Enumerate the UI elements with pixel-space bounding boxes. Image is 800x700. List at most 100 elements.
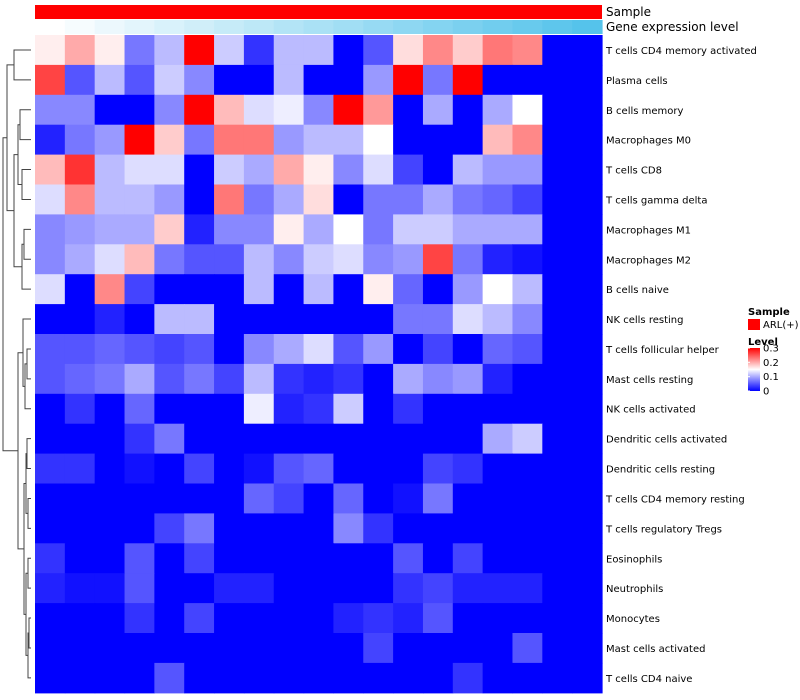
heatmap-cell [243, 214, 275, 245]
heatmap-cell [124, 363, 155, 395]
level-tick-label: 0.3 [763, 344, 779, 355]
heatmap-cell [94, 244, 126, 275]
heatmap-cell [542, 363, 573, 395]
heatmap-cell [512, 423, 543, 455]
heatmap-cell [94, 662, 126, 694]
heatmap-cell [333, 513, 364, 544]
heatmap-cell [542, 35, 573, 66]
heatmap-cell [64, 124, 96, 156]
heatmap-cell [572, 124, 603, 156]
heatmap-cell [482, 94, 514, 126]
heatmap-cell [303, 124, 335, 156]
heatmap-cell [214, 513, 245, 544]
heatmap-cell [243, 423, 275, 455]
row-label: Eosinophils [606, 554, 662, 565]
row-label: Mast cells resting [606, 375, 693, 386]
heatmap-cell [184, 274, 215, 305]
heatmap-cell [214, 543, 245, 574]
heatmap-cell [542, 304, 573, 335]
heatmap-cell [422, 633, 454, 664]
heatmap-cell [393, 662, 424, 694]
row-dendrogram [2, 49, 31, 679]
dendrogram-branch [24, 363, 31, 410]
heatmap-cell [482, 423, 514, 455]
heatmap-cell [154, 543, 185, 574]
dendrogram-branch [13, 49, 31, 81]
heatmap-cell [273, 633, 305, 664]
heatmap-cell [482, 244, 514, 275]
heatmap-cell [94, 363, 126, 395]
heatmap-cell [422, 244, 454, 275]
heatmap-cell [243, 662, 275, 694]
heatmap-cell [243, 94, 275, 126]
expression-level-cell [333, 20, 364, 34]
dendrogram-branch [23, 228, 31, 260]
row-labels: T cells CD4 memory activated Plasma cells… [605, 46, 757, 685]
heatmap-cell [422, 64, 454, 96]
heatmap-cell [124, 483, 155, 514]
heatmap-cell [94, 124, 126, 156]
heatmap-cell [422, 423, 454, 455]
row-label: T cells CD4 naive [605, 674, 692, 685]
row-label: Macrophages M1 [606, 225, 691, 236]
heatmap-cell [333, 543, 364, 574]
heatmap-cell [482, 662, 514, 694]
heatmap-cell [64, 603, 96, 634]
heatmap-cell [512, 184, 543, 215]
heatmap-cell [35, 453, 66, 485]
heatmap-cell [243, 573, 275, 604]
expression-level-cell [512, 20, 543, 34]
heatmap-cell [303, 274, 335, 305]
heatmap-cell [124, 393, 155, 425]
heatmap-cell [422, 573, 454, 604]
expression-level-cell [214, 20, 245, 34]
heatmap-cell [35, 94, 66, 126]
heatmap-cell [393, 154, 424, 186]
heatmap-cell [572, 154, 603, 186]
heatmap-cell [422, 603, 454, 634]
heatmap-cell [154, 124, 185, 156]
heatmap-cell [154, 64, 185, 96]
heatmap-cell [363, 244, 394, 275]
row-label: Macrophages M2 [606, 255, 691, 266]
heatmap-cell [94, 64, 126, 96]
heatmap-cell [64, 334, 96, 365]
heatmap-cell [393, 363, 424, 395]
heatmap-cell [512, 304, 543, 335]
heatmap-cell [572, 453, 603, 485]
heatmap-cell [333, 483, 364, 514]
heatmap-cell [64, 633, 96, 664]
dendrogram-branch [2, 137, 18, 452]
expression-level-cell [94, 20, 126, 34]
heatmap-cell [273, 513, 305, 544]
heatmap-cell [64, 64, 96, 96]
heatmap-cell [303, 94, 335, 126]
heatmap-cell [482, 633, 514, 664]
level-tick-label: 0.2 [763, 358, 779, 369]
dendrogram-branch [27, 497, 31, 529]
heatmap-cell [482, 334, 514, 365]
heatmap-cell [243, 633, 275, 664]
heatmap-cell [273, 154, 305, 186]
heatmap-cell [303, 423, 335, 455]
heatmap-cell [333, 274, 364, 305]
heatmap-cell [243, 244, 275, 275]
heatmap-cell [35, 35, 66, 66]
heatmap-cell [393, 603, 424, 634]
row-label: T cells CD4 memory activated [605, 46, 757, 57]
heatmap-cell [124, 543, 155, 574]
heatmap-cell [482, 363, 514, 395]
heatmap-cell [482, 513, 514, 544]
heatmap-cell [452, 184, 484, 215]
gene-expression-level-annotation-label: Gene expression level [606, 20, 739, 34]
heatmap-cell [154, 35, 185, 66]
dendrogram-branch [26, 438, 31, 470]
sample-annotation-bar [35, 5, 602, 19]
dendrogram-branch [28, 617, 31, 649]
heatmap-cell [214, 393, 245, 425]
heatmap-cell [393, 94, 424, 126]
heatmap-cell [512, 453, 543, 485]
heatmap-cell [273, 244, 305, 275]
heatmap-cell [184, 94, 215, 126]
heatmap-cell [452, 124, 484, 156]
